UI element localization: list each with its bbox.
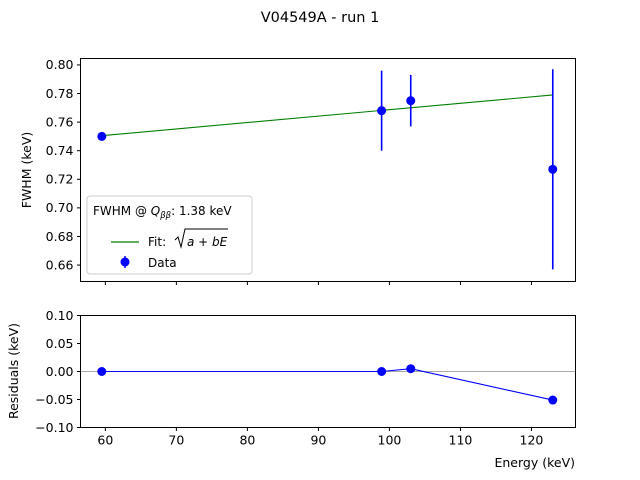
fwhm-axes: 0.66 0.68 0.70 0.72 0.74 0.76 0.78 0.80 FWHM (k… <box>19 57 576 285</box>
residuals-y-tick-label: −0.05 <box>35 392 73 407</box>
residual-point <box>377 367 387 376</box>
fwhm-y-tick-label: 0.66 <box>46 257 74 272</box>
x-tick-label: 60 <box>97 433 113 448</box>
fwhm-y-axis-label: FWHM (keV) <box>19 132 34 209</box>
legend-title: FWHM @ Qββ: 1.38 keV <box>93 204 232 221</box>
legend-fit-expression: a + bE <box>187 235 228 249</box>
residual-point <box>548 395 558 405</box>
fwhm-y-tick-label: 0.80 <box>46 57 74 72</box>
fwhm-axes-frame <box>80 58 576 282</box>
data-point <box>406 96 416 106</box>
residuals-y-tick-label: −0.10 <box>35 420 73 435</box>
fwhm-y-tick-label: 0.72 <box>46 172 74 187</box>
x-tick-label: 100 <box>378 433 402 448</box>
legend-fit-sqrt-symbol <box>174 228 228 249</box>
fwhm-y-tick-label: 0.78 <box>46 86 74 101</box>
legend-data-swatch <box>120 256 130 268</box>
fwhm-plot-area <box>97 69 558 270</box>
data-point <box>97 131 107 141</box>
residuals-y-tick-label: 0.05 <box>46 336 74 351</box>
fwhm-y-tick-label: 0.70 <box>46 200 74 215</box>
fit-line <box>101 94 553 137</box>
residual-point <box>406 364 416 374</box>
x-tick-label: 110 <box>449 433 473 448</box>
residual-point <box>97 367 107 376</box>
legend-box <box>86 195 253 275</box>
legend-fit-label: Fit: <box>148 235 166 249</box>
fwhm-y-tick-label: 0.68 <box>46 229 74 244</box>
x-tick-label: 70 <box>168 433 184 448</box>
figure-title: V04549A - run 1 <box>261 10 380 26</box>
x-axis-label: Energy (keV) <box>494 455 575 470</box>
x-tick-label: 80 <box>239 433 255 448</box>
data-point <box>548 164 558 174</box>
residuals-line <box>101 368 553 401</box>
fwhm-ticks: 0.66 0.68 0.70 0.72 0.74 0.76 0.78 0.80 <box>46 57 532 285</box>
legend-data-label: Data <box>148 256 177 270</box>
residuals-plot-area <box>80 364 576 405</box>
fwhm-y-tick-label: 0.76 <box>46 114 74 129</box>
x-tick-label: 120 <box>520 433 544 448</box>
x-tick-label: 90 <box>310 433 326 448</box>
data-point <box>377 106 387 116</box>
residuals-y-tick-label: 0.10 <box>46 308 74 323</box>
residuals-ticks: −0.10 −0.05 0.00 0.05 0.10 60 70 80 90 100 110 120 <box>35 308 543 448</box>
residuals-axes-frame <box>80 315 576 428</box>
residuals-y-tick-label: 0.00 <box>46 364 74 379</box>
fwhm-y-tick-label: 0.74 <box>46 143 74 158</box>
residuals-y-axis-label: Residuals (keV) <box>6 323 21 419</box>
legend: FWHM @ Qββ: 1.38 keV Fit: a + bE Data <box>86 195 253 275</box>
